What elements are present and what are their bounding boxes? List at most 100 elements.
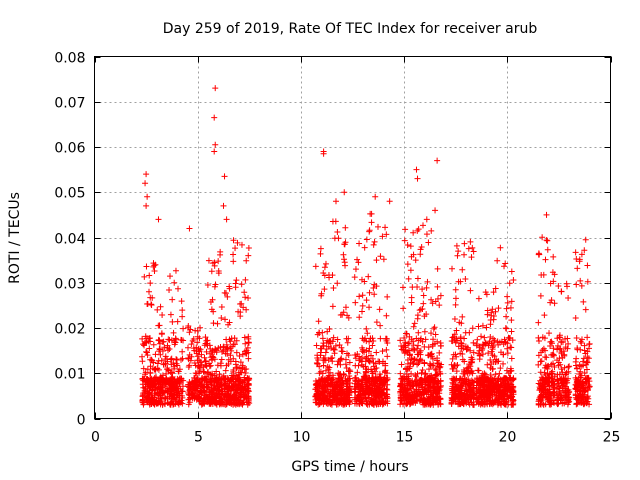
data-point: [324, 328, 331, 335]
data-point: [546, 330, 553, 337]
data-point: [365, 394, 372, 401]
data-point: [163, 370, 170, 377]
data-point: [196, 394, 203, 401]
data-point: [189, 383, 196, 390]
data-point: [564, 335, 571, 342]
data-point: [495, 384, 502, 391]
data-point: [179, 307, 186, 314]
data-point: [543, 364, 550, 371]
data-point: [559, 382, 566, 389]
data-point: [203, 379, 210, 386]
data-point: [507, 387, 514, 394]
data-point: [580, 401, 587, 408]
data-point: [228, 347, 235, 354]
data-point: [331, 392, 338, 399]
data-point: [172, 396, 179, 403]
data-point: [368, 219, 375, 226]
data-point: [584, 387, 591, 394]
data-point: [448, 361, 455, 368]
data-point: [507, 374, 514, 381]
data-point: [325, 397, 332, 404]
data-point: [236, 365, 243, 372]
data-point: [450, 333, 457, 340]
data-point: [468, 254, 475, 261]
data-point: [366, 304, 373, 311]
data-point: [546, 391, 553, 398]
data-point: [329, 372, 336, 379]
data-point: [583, 366, 590, 373]
data-point: [334, 336, 341, 343]
data-point: [157, 303, 164, 310]
data-point: [174, 389, 181, 396]
data-point: [449, 355, 456, 362]
data-point: [554, 335, 561, 342]
data-point: [502, 339, 509, 346]
data-point: [402, 348, 409, 355]
data-point: [148, 302, 155, 309]
data-point: [171, 387, 178, 394]
y-tick-label: 0.04: [54, 232, 85, 248]
y-tick-label: 0.01: [54, 367, 85, 383]
data-point: [500, 351, 507, 358]
data-point: [314, 360, 321, 367]
outlier-point: [220, 202, 227, 209]
data-point: [376, 306, 383, 313]
data-point: [397, 370, 404, 377]
data-point: [455, 343, 462, 350]
data-point: [463, 365, 470, 372]
data-point: [146, 399, 153, 406]
data-point: [576, 391, 583, 398]
data-point: [538, 271, 545, 278]
data-point: [417, 246, 424, 253]
data-point: [537, 369, 544, 376]
data-point: [366, 384, 373, 391]
data-point: [232, 358, 239, 365]
data-point: [243, 347, 250, 354]
data-point: [166, 336, 173, 343]
data-point: [222, 395, 229, 402]
data-point: [487, 364, 494, 371]
grid: [94, 56, 611, 419]
data-point: [465, 245, 472, 252]
data-point: [558, 392, 565, 399]
data-point: [331, 350, 338, 357]
data-point: [414, 345, 421, 352]
data-point: [482, 289, 489, 296]
data-point: [318, 345, 325, 352]
outlier-point: [582, 236, 589, 243]
data-point: [488, 309, 495, 316]
data-point: [238, 241, 245, 248]
data-point: [369, 368, 376, 375]
data-point: [464, 344, 471, 351]
data-point: [577, 346, 584, 353]
data-point: [461, 377, 468, 384]
data-point: [353, 400, 360, 407]
data-point: [437, 400, 444, 407]
data-point: [574, 345, 581, 352]
data-point: [485, 342, 492, 349]
data-point: [158, 381, 165, 388]
data-point: [210, 354, 217, 361]
data-point: [332, 218, 339, 225]
data-point: [578, 336, 585, 343]
data-point: [469, 325, 476, 332]
data-point: [487, 382, 494, 389]
data-point: [576, 258, 583, 265]
data-point: [583, 395, 590, 402]
data-point: [561, 364, 568, 371]
data-point: [245, 393, 252, 400]
data-point: [364, 330, 371, 337]
data-point: [559, 354, 566, 361]
data-point: [346, 367, 353, 374]
data-point: [147, 294, 154, 301]
data-point: [315, 380, 322, 387]
data-point: [535, 334, 542, 341]
data-point: [154, 385, 161, 392]
data-point: [361, 244, 368, 251]
data-point: [457, 390, 464, 397]
data-point: [565, 340, 572, 347]
data-point: [322, 349, 329, 356]
data-point: [211, 262, 218, 269]
data-point: [171, 365, 178, 372]
data-point: [400, 305, 407, 312]
